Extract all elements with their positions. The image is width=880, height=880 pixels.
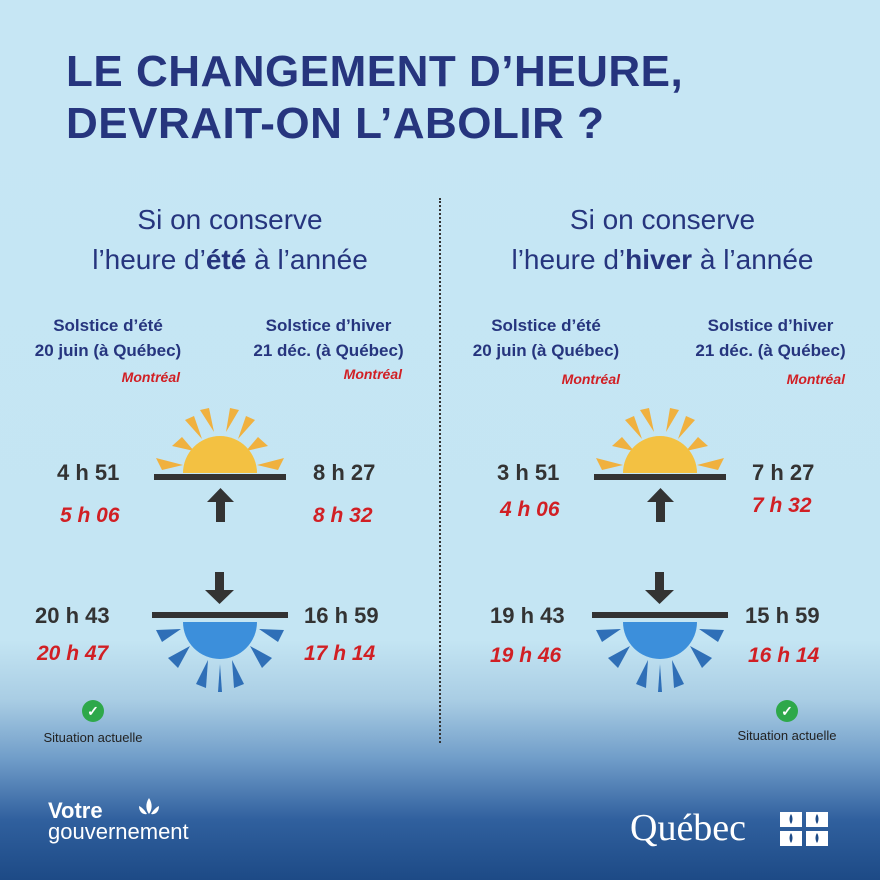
left-summer-city: Montréal — [121, 369, 180, 385]
right-heading-line-2: l’heure d’hiver à l’année — [470, 240, 855, 280]
right-winter-label-1: Solstice d’hiver — [707, 316, 834, 335]
left-summer-label-1: Solstice d’été — [53, 316, 163, 335]
left-winter-sunrise-montreal: 8 h 32 — [313, 504, 373, 527]
right-summer-city: Montréal — [561, 371, 620, 387]
right-winter-solstice-label: Solstice d’hiver 21 déc. (à Québec) — [678, 313, 863, 363]
left-heading-pre: l’heure d’ — [92, 244, 206, 275]
left-winter-city: Montréal — [343, 366, 402, 382]
left-summer-sunrise-montreal: 5 h 06 — [60, 504, 120, 527]
title-line-2: DEVRAIT-ON L’ABOLIR ? — [66, 99, 605, 148]
right-winter-sunrise-time: 7 h 27 — [752, 460, 815, 485]
right-summer-sunrise-time: 3 h 51 — [497, 460, 560, 485]
left-winter-sunset-time: 16 h 59 — [304, 603, 379, 628]
left-heading-line-1: Si on conserve — [137, 204, 323, 235]
right-summer-solstice-label: Solstice d’été 20 juin (à Québec) — [456, 313, 636, 363]
right-summer-label-2: 20 juin (à Québec) — [472, 341, 620, 360]
left-column-heading: Si on conserve l’heure d’été à l’année — [40, 200, 420, 280]
right-summer-sunset-time: 19 h 43 — [490, 603, 565, 628]
left-winter-label-2: 21 déc. (à Québec) — [253, 341, 404, 360]
right-summer-label-1: Solstice d’été — [491, 316, 601, 335]
left-heading-line-2: l’heure d’été à l’année — [40, 240, 420, 280]
right-winter-sunset-time: 15 h 59 — [745, 603, 820, 628]
right-checkmark-icon: ✓ — [776, 700, 798, 722]
left-summer-label-2: 20 juin (à Québec) — [34, 341, 182, 360]
right-column-heading: Si on conserve l’heure d’hiver à l’année — [470, 200, 855, 280]
left-sunset-icon — [152, 572, 288, 692]
left-summer-sunset-montreal: 20 h 47 — [37, 642, 109, 665]
left-winter-label-1: Solstice d’hiver — [265, 316, 392, 335]
left-winter-sunset-montreal: 17 h 14 — [304, 642, 376, 665]
right-heading-post: à l’année — [692, 244, 814, 275]
right-heading-pre: l’heure d’ — [511, 244, 626, 275]
quebec-flag-icon — [780, 812, 828, 846]
right-summer-sunrise-montreal: 4 h 06 — [500, 498, 560, 521]
left-summer-solstice-label: Solstice d’été 20 juin (à Québec) — [18, 313, 198, 363]
left-summer-sunrise-time: 4 h 51 — [57, 460, 120, 485]
left-winter-sunrise-time: 8 h 27 — [313, 460, 376, 485]
footer-gouvernement: gouvernement — [48, 819, 189, 844]
title-line-1: LE CHANGEMENT D’HEURE, — [66, 47, 684, 96]
column-divider — [439, 198, 441, 743]
fleur-de-lis-icon — [139, 798, 159, 815]
right-heading-line-1: Si on conserve — [569, 204, 756, 235]
right-heading-bold: hiver — [625, 244, 693, 275]
left-winter-solstice-label: Solstice d’hiver 21 déc. (à Québec) — [236, 313, 421, 363]
right-winter-sunset-montreal: 16 h 14 — [748, 644, 820, 667]
right-winter-sunrise-montreal: 7 h 32 — [752, 494, 812, 517]
page-title: LE CHANGEMENT D’HEURE, DEVRAIT-ON L’ABOL… — [66, 46, 846, 150]
left-sunrise-icon — [154, 408, 286, 522]
left-heading-post: à l’année — [246, 244, 368, 275]
left-summer-sunset-time: 20 h 43 — [35, 603, 110, 628]
right-sunrise-icon — [594, 408, 726, 522]
left-checkmark-icon: ✓ — [82, 700, 104, 722]
right-status-label: Situation actuelle — [737, 728, 837, 743]
quebec-wordmark: Québec — [630, 807, 747, 849]
right-sunset-icon — [592, 572, 728, 692]
right-winter-city: Montréal — [786, 371, 845, 387]
left-status-label: Situation actuelle — [43, 730, 143, 745]
footer-votre: Votre — [48, 798, 103, 823]
right-winter-label-2: 21 déc. (à Québec) — [695, 341, 846, 360]
right-summer-sunset-montreal: 19 h 46 — [490, 644, 562, 667]
government-signature: Votre gouvernement — [48, 798, 189, 844]
left-heading-bold: été — [205, 244, 247, 275]
